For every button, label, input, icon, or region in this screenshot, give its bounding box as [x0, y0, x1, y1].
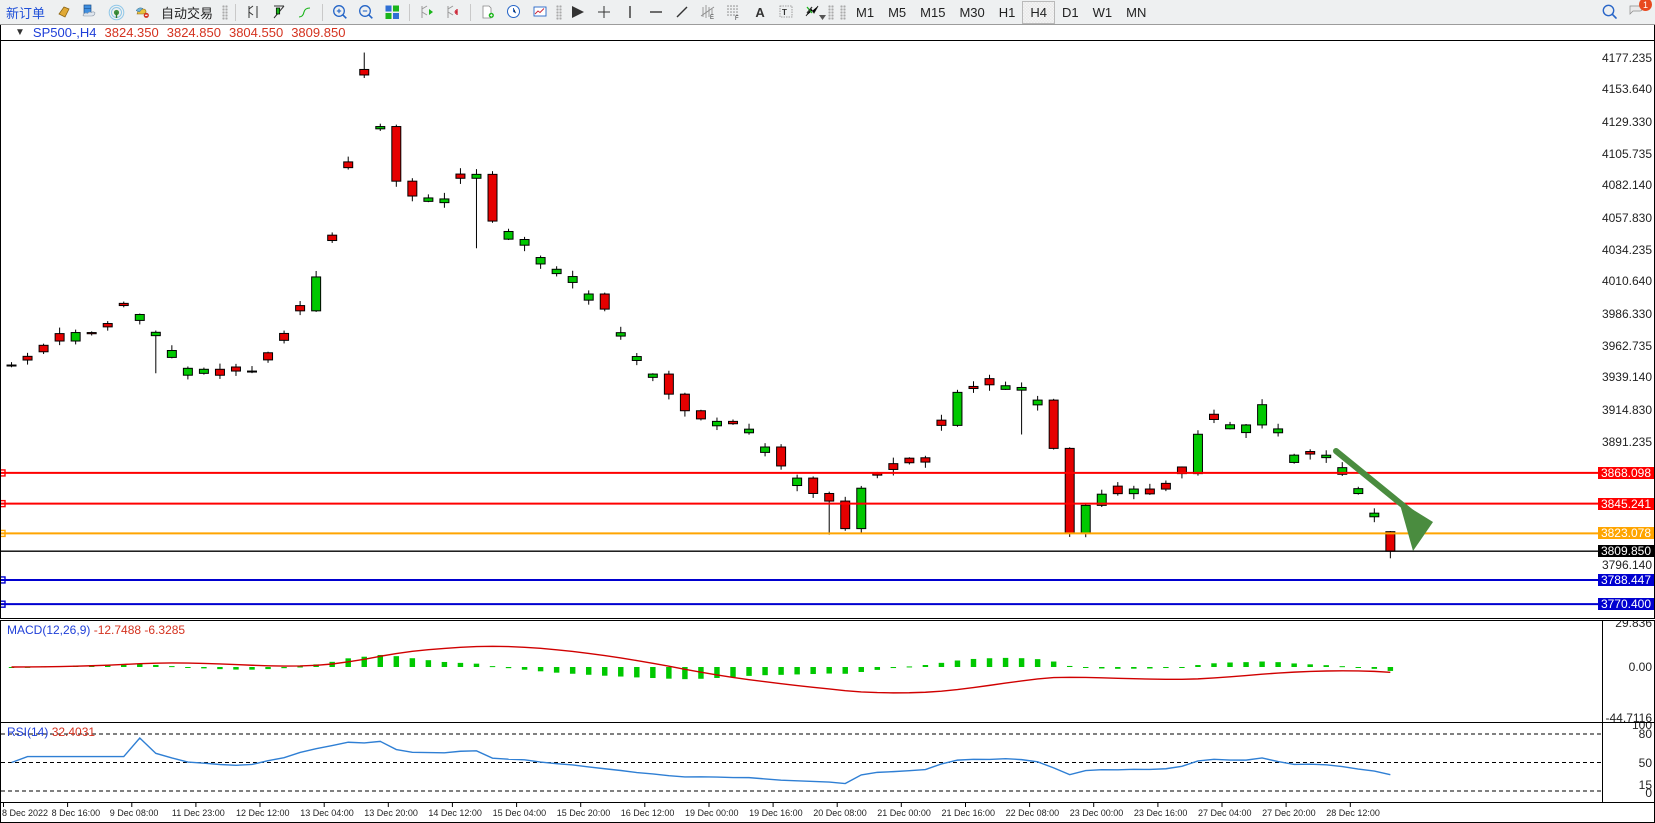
svg-text:F: F — [735, 16, 739, 20]
svg-text:T: T — [782, 8, 787, 17]
svg-text:E: E — [710, 15, 714, 21]
